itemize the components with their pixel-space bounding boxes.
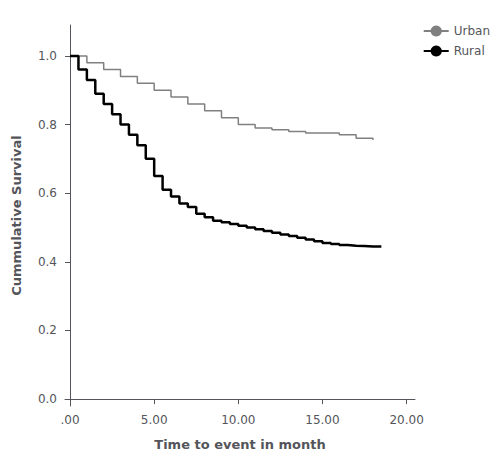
svg-text:0.6: 0.6: [38, 186, 57, 200]
svg-text:1.0: 1.0: [38, 49, 57, 63]
svg-text:0.2: 0.2: [38, 323, 57, 337]
svg-text:0.8: 0.8: [38, 118, 57, 132]
svg-text:.00: .00: [61, 413, 80, 427]
svg-text:20.00: 20.00: [389, 413, 423, 427]
svg-text:0.4: 0.4: [38, 255, 57, 269]
svg-text:0.0: 0.0: [38, 392, 57, 406]
svg-text:5.00: 5.00: [141, 413, 168, 427]
svg-text:Cummulative Survival: Cummulative Survival: [9, 135, 24, 296]
svg-text:15.00: 15.00: [305, 413, 339, 427]
svg-text:10.00: 10.00: [221, 413, 255, 427]
svg-text:Urban: Urban: [454, 24, 490, 38]
svg-text:Time to event in month: Time to event in month: [154, 437, 325, 452]
svg-text:Rural: Rural: [454, 44, 485, 58]
